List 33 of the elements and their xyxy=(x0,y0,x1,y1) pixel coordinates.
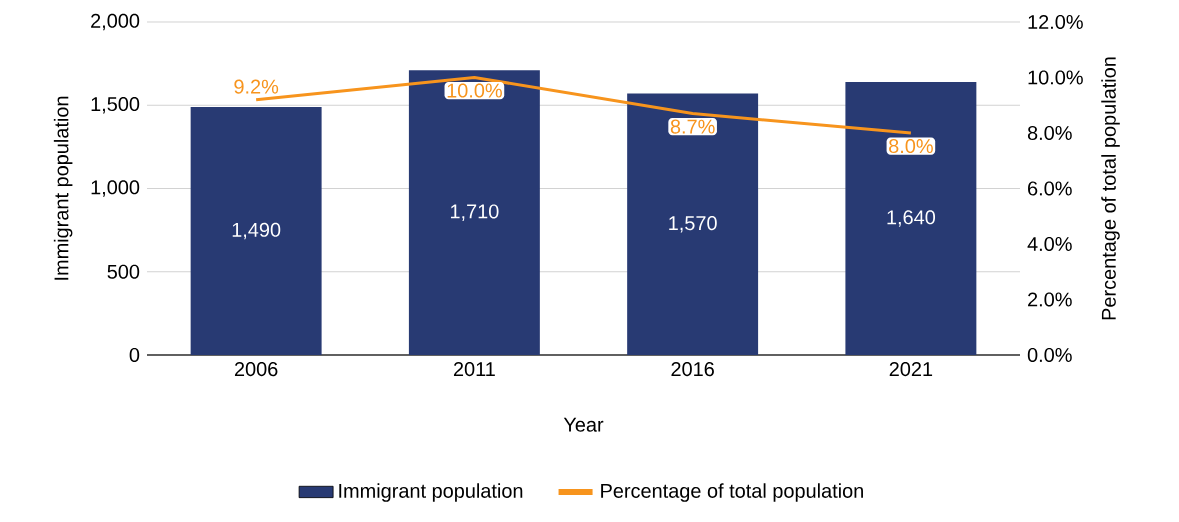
x-tick-label: 2021 xyxy=(889,362,933,377)
x-tick-label: 2011 xyxy=(453,362,495,377)
y2-tick-label: 10.0% xyxy=(1028,70,1083,85)
data-label: 8.7% xyxy=(670,119,715,134)
y2-tick-label: 2.0% xyxy=(1028,292,1072,307)
legend-label: Immigrant population xyxy=(339,483,523,502)
y2-tick-label: 12.0% xyxy=(1028,14,1083,30)
x-tick-label: 2006 xyxy=(234,362,278,377)
data-label: 10.0% xyxy=(447,83,502,98)
bar xyxy=(627,93,759,355)
data-label: 8.0% xyxy=(889,139,933,154)
data-label: 1,710 xyxy=(450,204,499,221)
bar xyxy=(408,70,540,355)
y-tick-label: 1,000 xyxy=(91,180,140,197)
y2-tick-label: 4.0% xyxy=(1027,236,1072,252)
legend-label: Percentage of total population xyxy=(601,483,863,502)
y-tick-label: 0 xyxy=(129,347,140,363)
y-tick-label: 1,500 xyxy=(91,97,140,114)
y2-tick-label: 8.0% xyxy=(1027,125,1072,141)
y-axis-title: Immigrant population xyxy=(53,96,73,280)
data-label: 1,640 xyxy=(887,210,936,227)
y-tick-label: 500 xyxy=(107,264,140,279)
data-label: 1,490 xyxy=(232,222,281,240)
x-axis-title: Year xyxy=(563,417,604,432)
y2-axis-title: Percentage of total population xyxy=(1101,57,1120,320)
y2-tick-label: 0.0% xyxy=(1027,347,1072,363)
y2-tick-label: 6.0% xyxy=(1028,181,1072,196)
bar xyxy=(845,81,977,355)
data-label: 9.2% xyxy=(234,79,279,94)
bar xyxy=(190,106,322,355)
x-tick-label: 2016 xyxy=(671,362,714,377)
y-tick-label: 2,000 xyxy=(91,13,140,31)
data-label: 1,570 xyxy=(669,216,717,233)
